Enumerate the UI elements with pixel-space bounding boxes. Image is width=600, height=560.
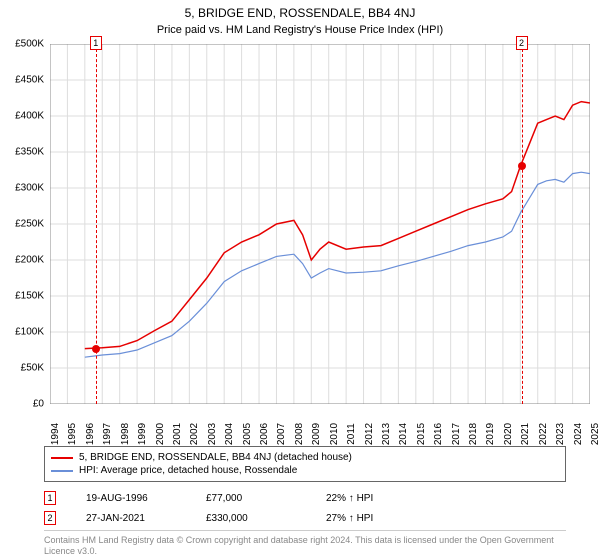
y-tick-label: £100K [15, 327, 44, 338]
x-tick-label: 2010 [329, 423, 340, 445]
marker-dot [92, 345, 100, 353]
transaction-date: 27-JAN-2021 [86, 513, 176, 524]
x-tick-label: 2011 [346, 423, 357, 445]
transaction-delta: 27% ↑ HPI [326, 513, 416, 524]
x-tick-label: 1999 [137, 423, 148, 445]
x-tick-label: 2018 [468, 423, 479, 445]
x-tick-label: 2023 [555, 423, 566, 445]
footer-attribution: Contains HM Land Registry data © Crown c… [44, 530, 566, 557]
marker-guideline [522, 44, 523, 404]
plot-area: 12 [50, 44, 590, 404]
y-tick-label: £400K [15, 111, 44, 122]
legend-label: 5, BRIDGE END, ROSSENDALE, BB4 4NJ (deta… [79, 452, 352, 463]
x-tick-label: 1994 [50, 423, 61, 445]
x-tick-label: 2017 [451, 423, 462, 445]
transaction-rows: 1 19-AUG-1996 £77,000 22% ↑ HPI 2 27-JAN-2021… [44, 488, 566, 528]
transaction-marker: 1 [44, 491, 56, 505]
x-tick-label: 2002 [189, 423, 200, 445]
x-tick-label: 1996 [85, 423, 96, 445]
x-tick-label: 2001 [172, 423, 183, 445]
x-tick-label: 2005 [242, 423, 253, 445]
y-tick-label: £150K [15, 291, 44, 302]
x-tick-label: 2004 [224, 423, 235, 445]
x-tick-label: 2024 [573, 423, 584, 445]
marker-dot [518, 162, 526, 170]
marker-label: 2 [516, 36, 528, 50]
x-tick-label: 2013 [381, 423, 392, 445]
legend-swatch [51, 457, 73, 459]
x-tick-label: 1998 [120, 423, 131, 445]
y-tick-label: £250K [15, 219, 44, 230]
x-tick-label: 2016 [433, 423, 444, 445]
chart-svg [50, 44, 590, 404]
x-tick-label: 2006 [259, 423, 270, 445]
x-tick-label: 2007 [276, 423, 287, 445]
x-tick-label: 2014 [398, 423, 409, 445]
transaction-delta: 22% ↑ HPI [326, 493, 416, 504]
y-tick-label: £350K [15, 147, 44, 158]
x-axis-labels: 1994 1995 1996 1997 1998 1999 2000 2001 2002 2003… [50, 404, 590, 444]
y-tick-label: £0 [33, 399, 44, 410]
x-tick-label: 2025 [590, 423, 600, 445]
y-tick-label: £500K [15, 39, 44, 50]
transaction-row: 2 27-JAN-2021 £330,000 27% ↑ HPI [44, 508, 566, 528]
transaction-price: £330,000 [206, 513, 296, 524]
x-tick-label: 2008 [294, 423, 305, 445]
series-line [85, 172, 590, 357]
legend-item: HPI: Average price, detached house, Ross… [51, 464, 559, 477]
legend: 5, BRIDGE END, ROSSENDALE, BB4 4NJ (deta… [44, 446, 566, 482]
x-tick-label: 2000 [155, 423, 166, 445]
transaction-row: 1 19-AUG-1996 £77,000 22% ↑ HPI [44, 488, 566, 508]
x-tick-label: 2022 [538, 423, 549, 445]
marker-label: 1 [90, 36, 102, 50]
x-tick-label: 2019 [485, 423, 496, 445]
legend-swatch [51, 470, 73, 472]
x-tick-label: 2021 [520, 423, 531, 445]
x-tick-label: 2009 [311, 423, 322, 445]
x-tick-label: 2015 [416, 423, 427, 445]
transaction-date: 19-AUG-1996 [86, 493, 176, 504]
x-tick-label: 1997 [102, 423, 113, 445]
y-tick-label: £50K [21, 363, 44, 374]
y-tick-label: £450K [15, 75, 44, 86]
chart-subtitle: Price paid vs. HM Land Registry's House … [0, 20, 600, 36]
legend-item: 5, BRIDGE END, ROSSENDALE, BB4 4NJ (deta… [51, 451, 559, 464]
x-tick-label: 2003 [207, 423, 218, 445]
transaction-marker: 2 [44, 511, 56, 525]
y-tick-label: £200K [15, 255, 44, 266]
chart-container: 5, BRIDGE END, ROSSENDALE, BB4 4NJ Price… [0, 0, 600, 560]
chart-title: 5, BRIDGE END, ROSSENDALE, BB4 4NJ [0, 0, 600, 20]
y-tick-label: £300K [15, 183, 44, 194]
transaction-price: £77,000 [206, 493, 296, 504]
x-tick-label: 1995 [67, 423, 78, 445]
x-tick-label: 2020 [503, 423, 514, 445]
legend-label: HPI: Average price, detached house, Ross… [79, 465, 297, 476]
y-axis-labels: £0£50K£100K£150K£200K£250K£300K£350K£400… [0, 44, 48, 404]
x-tick-label: 2012 [364, 423, 375, 445]
